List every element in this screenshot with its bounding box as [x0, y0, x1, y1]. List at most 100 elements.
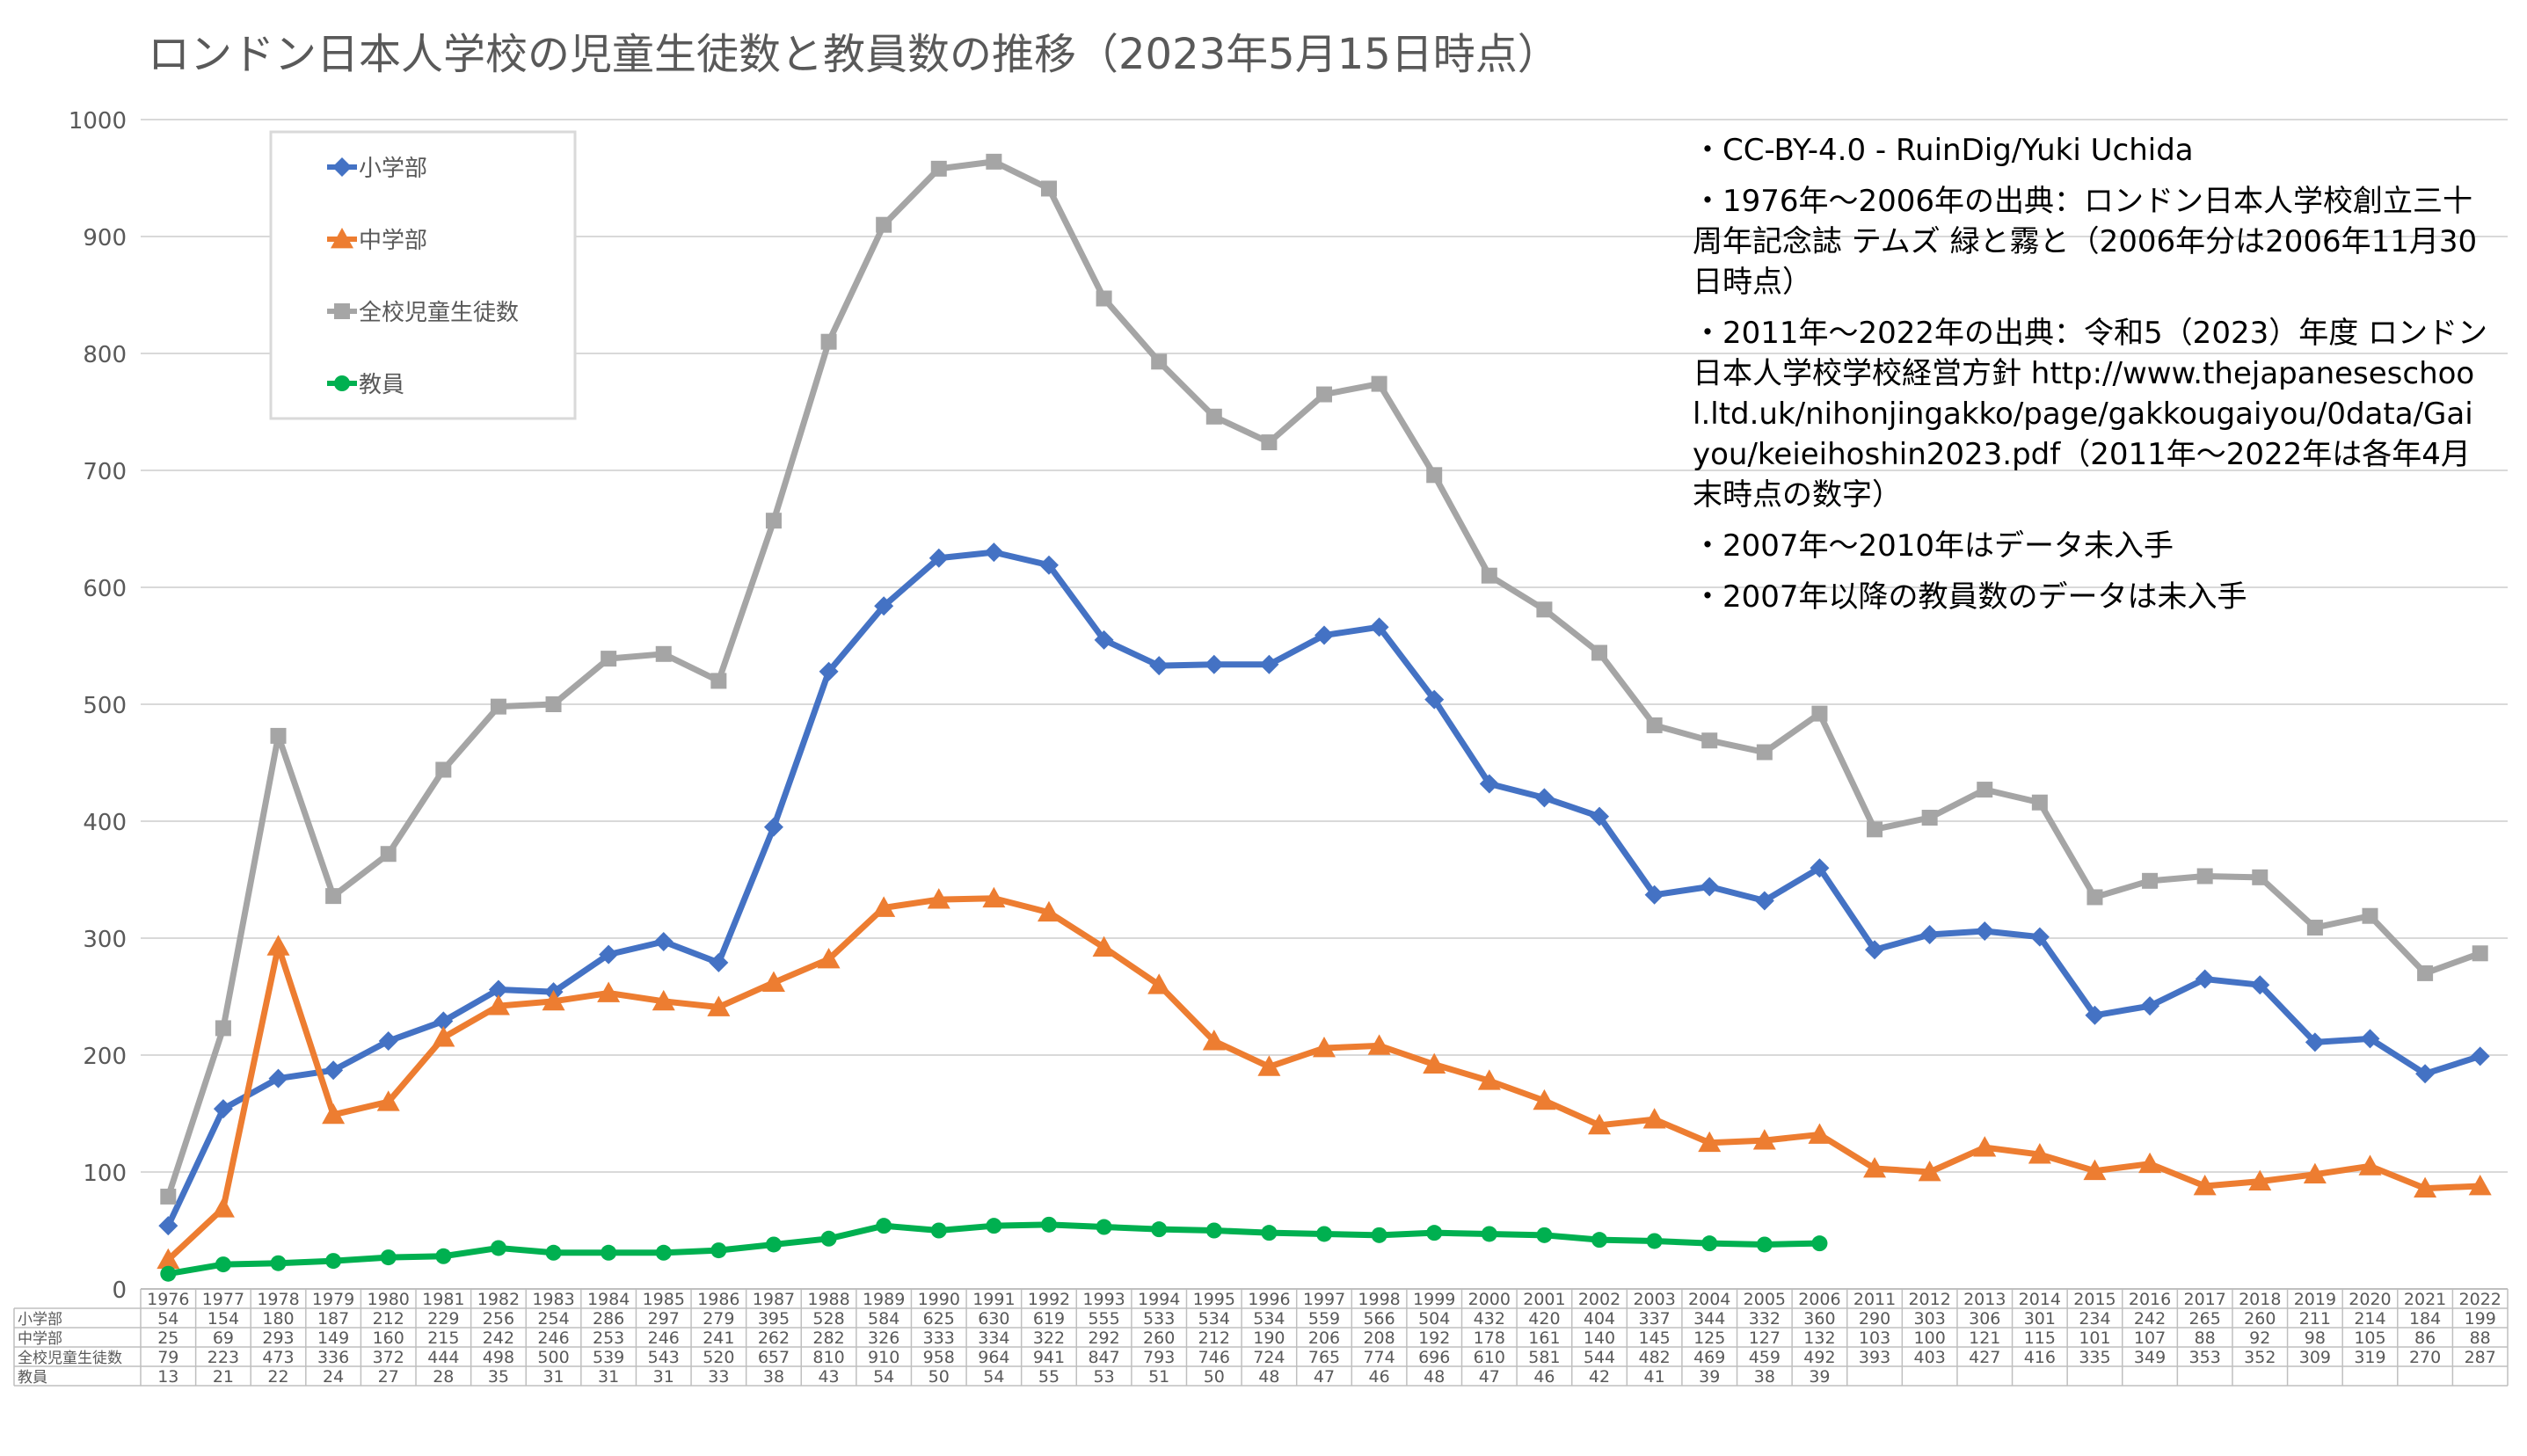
x-tick-label: 2015 — [2073, 1290, 2116, 1309]
data-label: 504 — [1418, 1309, 1450, 1329]
data-label: 793 — [1143, 1348, 1175, 1367]
x-tick-label: 2021 — [2404, 1290, 2446, 1309]
data-label: 39 — [1809, 1367, 1830, 1387]
note-missing-2007-2010: ・2007年～2010年はデータ未入手 — [1693, 528, 2174, 564]
legend-marker — [334, 303, 350, 319]
data-label: 149 — [317, 1329, 349, 1348]
data-point — [2083, 1159, 2107, 1181]
x-tick-label: 1997 — [1303, 1290, 1345, 1309]
data-label: 53 — [1093, 1367, 1114, 1387]
data-label: 43 — [818, 1367, 839, 1387]
data-label: 79 — [157, 1348, 178, 1367]
table-row-label: 小学部 — [18, 1311, 62, 1329]
data-point — [1536, 601, 1553, 618]
data-label: 910 — [868, 1348, 899, 1367]
x-tick-label: 1985 — [643, 1290, 685, 1309]
data-label: 336 — [317, 1348, 349, 1367]
chart-title: ロンドン日本人学校の児童生徒数と教員数の推移（2023年5月15日時点） — [148, 30, 1560, 79]
data-point — [2250, 975, 2270, 995]
data-point — [765, 1236, 782, 1253]
data-point — [1371, 375, 1387, 392]
data-point — [1977, 782, 1993, 798]
data-label: 958 — [923, 1348, 955, 1367]
data-point — [2305, 1032, 2325, 1052]
data-label: 964 — [978, 1348, 1009, 1367]
data-point — [325, 1253, 342, 1270]
data-point — [1316, 386, 1332, 403]
x-tick-label: 2011 — [1853, 1290, 1896, 1309]
data-point — [2140, 996, 2160, 1016]
data-label: 473 — [262, 1348, 294, 1367]
data-label: 555 — [1088, 1309, 1119, 1329]
data-label: 282 — [812, 1329, 844, 1348]
x-tick-label: 2004 — [1688, 1290, 1730, 1309]
data-label: 28 — [433, 1367, 454, 1387]
data-label: 696 — [1418, 1348, 1450, 1367]
x-tick-label: 1981 — [422, 1290, 464, 1309]
note-missing-teachers: ・2007年以降の教員数のデータは未入手 — [1693, 579, 2247, 615]
data-label: 293 — [262, 1329, 294, 1348]
data-label: 333 — [923, 1329, 955, 1348]
data-label: 127 — [1749, 1329, 1781, 1348]
data-point — [2415, 1064, 2436, 1084]
data-label: 319 — [2354, 1348, 2385, 1367]
data-point — [597, 981, 621, 1002]
y-tick-label: 800 — [83, 342, 127, 368]
data-point — [545, 1244, 562, 1261]
data-label: 145 — [1638, 1329, 1670, 1348]
x-tick-label: 2000 — [1468, 1290, 1511, 1309]
data-point — [542, 989, 565, 1011]
note-license: ・CC-BY-4.0 - RuinDig/Yuki Uchida — [1693, 133, 2194, 168]
data-point — [2468, 1174, 2492, 1196]
data-point — [215, 1256, 231, 1273]
data-label: 353 — [2189, 1348, 2221, 1367]
y-tick-label: 200 — [83, 1044, 127, 1070]
data-point — [655, 1244, 672, 1261]
data-point — [820, 1230, 837, 1247]
y-tick-label: 900 — [83, 225, 127, 251]
data-label: 103 — [1859, 1329, 1890, 1348]
data-point — [927, 888, 950, 909]
x-tick-label: 2003 — [1633, 1290, 1675, 1309]
data-point — [433, 1011, 454, 1031]
data-point — [2303, 1162, 2327, 1184]
data-point — [1919, 925, 1940, 945]
data-label: 724 — [1253, 1348, 1285, 1367]
data-label: 35 — [488, 1367, 509, 1387]
data-point — [213, 1099, 233, 1119]
data-label: 534 — [1198, 1309, 1230, 1329]
data-label: 543 — [648, 1348, 680, 1367]
legend-label: 教員 — [359, 372, 404, 398]
data-label: 39 — [1699, 1367, 1720, 1387]
data-label: 206 — [1308, 1329, 1340, 1348]
data-point — [1701, 732, 1718, 749]
data-point — [2196, 868, 2213, 885]
data-label: 352 — [2244, 1348, 2276, 1367]
series-line-1 — [164, 549, 2484, 1229]
x-tick-label: 1991 — [972, 1290, 1015, 1309]
data-label: 101 — [2079, 1329, 2110, 1348]
data-point — [380, 846, 397, 863]
data-label: 214 — [2354, 1309, 2385, 1329]
data-point — [268, 1068, 288, 1088]
data-label: 100 — [1914, 1329, 1946, 1348]
data-label: 306 — [1969, 1309, 2000, 1329]
x-tick-label: 1992 — [1028, 1290, 1070, 1309]
data-point — [930, 1222, 947, 1239]
data-point — [1479, 774, 1499, 794]
data-point — [1261, 1225, 1278, 1241]
x-tick-label: 1990 — [918, 1290, 960, 1309]
data-label: 31 — [653, 1367, 674, 1387]
table-row-label: 全校児童生徒数 — [18, 1350, 122, 1367]
x-tick-label: 1996 — [1248, 1290, 1290, 1309]
x-tick-label: 1988 — [807, 1290, 849, 1309]
data-point — [1259, 654, 1279, 674]
data-point — [2358, 1154, 2382, 1176]
data-label: 584 — [868, 1309, 899, 1329]
data-point — [211, 1197, 235, 1218]
data-point — [1096, 1219, 1112, 1235]
x-tick-label: 1989 — [863, 1290, 905, 1309]
data-label: 416 — [2024, 1348, 2056, 1367]
x-tick-label: 2006 — [1798, 1290, 1840, 1309]
